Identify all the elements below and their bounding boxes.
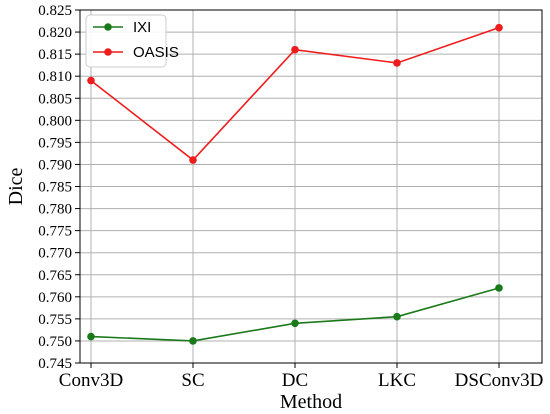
data-point bbox=[87, 76, 95, 85]
x-tick-label: DC bbox=[282, 370, 308, 391]
legend-marker bbox=[104, 23, 112, 31]
data-point bbox=[495, 284, 503, 292]
x-tick-label: DSConv3D bbox=[455, 370, 544, 391]
legend-item-ixi: IXI bbox=[93, 19, 151, 36]
y-tick-label: 0.755 bbox=[38, 312, 72, 328]
y-tick-label: 0.790 bbox=[38, 157, 72, 173]
y-tick-label: 0.795 bbox=[38, 135, 72, 151]
data-point bbox=[189, 156, 197, 164]
x-tick-label: SC bbox=[181, 370, 204, 391]
y-tick-label: 0.815 bbox=[38, 47, 72, 63]
series-ixi bbox=[87, 284, 503, 345]
y-tick-label: 0.745 bbox=[38, 356, 72, 372]
y-tick-label: 0.825 bbox=[38, 3, 72, 19]
data-point bbox=[87, 332, 95, 341]
data-point bbox=[495, 23, 503, 32]
y-axis-label: Dice bbox=[5, 168, 27, 206]
data-point bbox=[291, 319, 299, 328]
legend-item-oasis: OASIS bbox=[93, 44, 179, 61]
y-tick-label: 0.805 bbox=[38, 91, 72, 107]
legend: IXI OASIS bbox=[85, 14, 179, 68]
y-tick-label: 0.750 bbox=[38, 334, 72, 350]
y-tick-label: 0.780 bbox=[38, 202, 72, 218]
legend-label: IXI bbox=[133, 19, 151, 36]
x-axis-label: Method bbox=[280, 391, 342, 413]
y-tick-label: 0.770 bbox=[38, 246, 72, 262]
x-tick-label: Conv3D bbox=[59, 370, 123, 391]
x-axis-ticks: Conv3D SC DC LKC DSConv3D bbox=[59, 363, 544, 391]
y-tick-label: 0.765 bbox=[38, 268, 72, 284]
x-tick-label: LKC bbox=[378, 370, 416, 391]
legend-label: OASIS bbox=[133, 44, 179, 61]
y-tick-label: 0.785 bbox=[38, 180, 72, 196]
y-tick-label: 0.800 bbox=[38, 113, 72, 129]
y-tick-label: 0.820 bbox=[38, 25, 72, 41]
data-point bbox=[393, 312, 401, 321]
y-tick-label: 0.810 bbox=[38, 69, 72, 85]
data-point bbox=[393, 59, 401, 67]
grid bbox=[80, 9, 542, 364]
legend-marker bbox=[104, 48, 112, 56]
data-point bbox=[291, 45, 299, 54]
data-point bbox=[189, 337, 197, 345]
y-axis-ticks: 0.745 0.750 0.755 0.760 0.765 0.770 0.775 0.780… bbox=[38, 3, 80, 372]
y-tick-label: 0.775 bbox=[38, 224, 72, 240]
series-group bbox=[87, 23, 503, 345]
series-oasis bbox=[87, 23, 503, 164]
y-tick-label: 0.760 bbox=[38, 290, 72, 306]
